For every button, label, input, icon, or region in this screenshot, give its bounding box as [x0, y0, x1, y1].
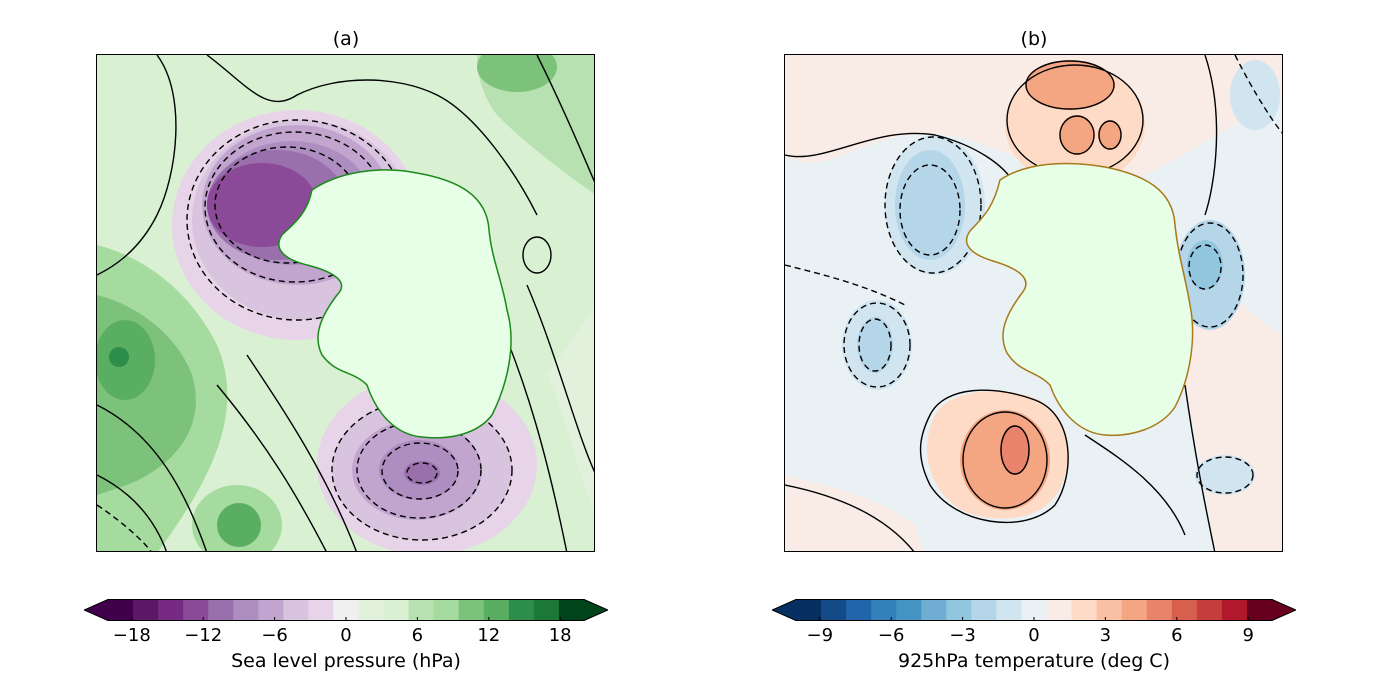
colorbar-a-swatch — [558, 599, 585, 621]
colorbar-a — [82, 599, 610, 621]
colorbar-a-swatch — [183, 599, 209, 621]
colorbar-a-swatches — [82, 599, 610, 621]
colorbar-b-tick-label: −6 — [877, 625, 905, 646]
colorbar-a-swatch — [458, 599, 485, 621]
colorbar-a-swatch — [433, 599, 460, 621]
colorbar-b-swatch — [1021, 599, 1048, 621]
colorbar-b-swatch — [946, 599, 972, 621]
colorbar-b-swatches — [770, 599, 1298, 621]
colorbar-b-swatch — [846, 599, 872, 621]
colorbar-b-tick-label: 9 — [1242, 625, 1254, 646]
colorbar-b-swatch — [871, 599, 897, 621]
colorbar-b-tick-label: −9 — [806, 625, 834, 646]
colorbar-a-label: Sea level pressure (hPa) — [231, 650, 461, 672]
colorbar-a-swatch — [533, 599, 560, 621]
colorbar-a-tick-label: 0 — [340, 625, 352, 646]
colorbar-b-tick-label: 0 — [1028, 625, 1040, 646]
colorbar-a-swatch — [383, 599, 410, 621]
colorbar-a-tick-label: −18 — [112, 625, 151, 646]
colorbar-b-swatch — [1221, 599, 1248, 621]
colorbar-a-swatch — [258, 599, 284, 621]
colorbar-b-tick-label: −3 — [949, 625, 976, 646]
colorbar-b-swatch — [821, 599, 847, 621]
panel-b-map — [784, 54, 1283, 552]
colorbar-b-swatch — [1171, 599, 1198, 621]
colorbar-a-tick-label: −12 — [184, 625, 223, 646]
colorbar-a-swatch — [283, 599, 309, 621]
colorbar-a-swatch — [233, 599, 259, 621]
panel-a-title: (a) — [332, 28, 360, 50]
colorbar-b-swatch — [896, 599, 922, 621]
colorbar-b-extend-high — [1272, 599, 1296, 621]
colorbar-a-swatch — [108, 599, 134, 621]
colorbar-a-tick-label: −6 — [261, 625, 288, 646]
colorbar-a-swatch — [133, 599, 159, 621]
colorbar-b-swatch — [796, 599, 822, 621]
colorbar-a-swatch — [508, 599, 535, 621]
colorbar-b-swatch — [971, 599, 997, 621]
colorbar-b-swatch — [996, 599, 1022, 621]
colorbar-b-tick-label: 3 — [1099, 625, 1112, 646]
colorbar-a-tick-label: 6 — [411, 625, 424, 646]
colorbar-a-swatch — [483, 599, 510, 621]
slp-contour-map — [97, 55, 594, 551]
colorbar-b-swatch — [1121, 599, 1148, 621]
panel-a-map — [96, 54, 595, 552]
colorbar-b-label: 925hPa temperature (deg C) — [897, 650, 1170, 672]
colorbar-b-extend-low — [772, 599, 796, 621]
colorbar-b — [770, 599, 1298, 621]
colorbar-a-swatch — [358, 599, 385, 621]
colorbar-b-swatch — [1146, 599, 1173, 621]
temperature-contour-map — [785, 55, 1282, 551]
colorbar-a-swatch — [208, 599, 234, 621]
colorbar-b-swatch — [1196, 599, 1223, 621]
colorbar-a-swatch — [158, 599, 184, 621]
colorbar-b-swatch — [1071, 599, 1098, 621]
colorbar-a-tick-label: 18 — [548, 625, 572, 646]
colorbar-b-swatch — [921, 599, 947, 621]
colorbar-a-extend-high — [584, 599, 608, 621]
colorbar-b-swatch — [1246, 599, 1273, 621]
colorbar-a-swatch — [408, 599, 435, 621]
colorbar-b-swatch — [1046, 599, 1073, 621]
colorbar-a-tick-label: 12 — [477, 625, 501, 646]
colorbar-a-swatch — [308, 599, 334, 621]
colorbar-a-swatch — [333, 599, 360, 621]
colorbar-b-tick-label: 6 — [1171, 625, 1183, 646]
panel-b-title: (b) — [1020, 28, 1048, 50]
colorbar-a-extend-low — [84, 599, 108, 621]
colorbar-b-swatch — [1096, 599, 1123, 621]
